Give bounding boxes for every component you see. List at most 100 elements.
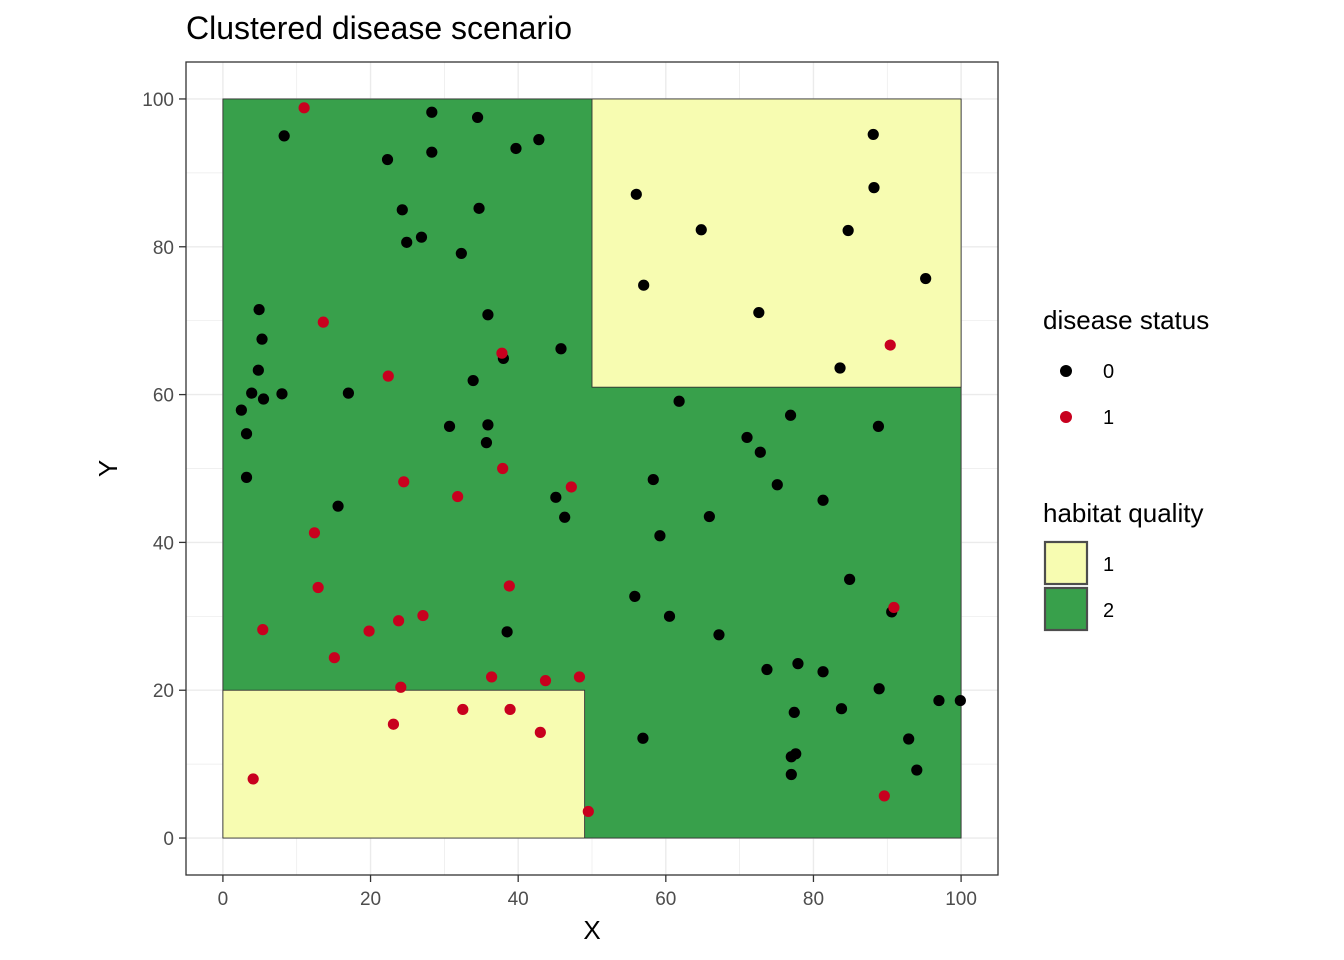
data-point-status-0 xyxy=(753,306,765,319)
data-point-status-0 xyxy=(872,420,885,432)
data-point-status-0 xyxy=(332,500,344,512)
x-tick-label: 60 xyxy=(655,889,676,910)
data-point-status-0 xyxy=(654,530,666,542)
data-point-status-0 xyxy=(834,362,846,374)
data-point-status-0 xyxy=(785,768,797,781)
data-point-status-0 xyxy=(276,388,288,400)
data-point-status-0 xyxy=(790,748,802,760)
data-point-status-0 xyxy=(788,706,800,719)
data-point-status-1 xyxy=(417,609,429,622)
legend-disease-status-key-1 xyxy=(1060,411,1072,423)
data-point-status-1 xyxy=(257,624,269,636)
data-point-status-1 xyxy=(888,601,900,614)
data-point-status-0 xyxy=(401,236,413,248)
legend-habitat-quality-label-1: 1 xyxy=(1103,554,1114,576)
x-axis: 0 20 40 60 80 100 xyxy=(218,875,977,910)
data-point-status-0 xyxy=(695,224,707,236)
data-point-status-0 xyxy=(455,247,467,260)
data-point-status-1 xyxy=(884,339,896,351)
data-point-status-0 xyxy=(741,431,753,444)
x-tick-label: 40 xyxy=(508,889,529,910)
habitat-region-quality-1 xyxy=(591,98,962,388)
data-point-status-0 xyxy=(252,364,264,376)
x-axis-title: X xyxy=(583,915,600,945)
x-tick-label: 100 xyxy=(945,889,977,910)
data-point-status-0 xyxy=(835,703,848,715)
data-point-status-1 xyxy=(539,675,552,687)
data-point-status-0 xyxy=(703,510,715,523)
y-tick-label: 60 xyxy=(153,386,174,407)
data-point-status-1 xyxy=(573,671,586,683)
legend-disease-status: disease status 0 1 xyxy=(1043,305,1209,429)
data-point-status-0 xyxy=(873,683,885,695)
data-point-status-1 xyxy=(565,481,577,493)
data-point-status-0 xyxy=(246,387,258,399)
data-point-status-0 xyxy=(342,387,354,399)
data-point-status-1 xyxy=(363,625,375,637)
data-point-status-0 xyxy=(278,130,290,142)
data-point-status-0 xyxy=(637,732,649,744)
legend-habitat-quality-title: habitat quality xyxy=(1043,498,1203,528)
data-point-status-1 xyxy=(382,370,394,382)
data-point-status-0 xyxy=(954,694,966,707)
data-point-status-0 xyxy=(467,374,479,387)
data-point-status-0 xyxy=(426,146,438,158)
data-point-status-0 xyxy=(235,404,247,416)
legend: disease status 0 1 habitat quality 1 2 xyxy=(1043,305,1209,632)
data-point-status-1 xyxy=(457,703,469,716)
data-point-status-0 xyxy=(550,491,562,503)
data-point-status-1 xyxy=(395,681,407,693)
data-point-status-0 xyxy=(240,428,253,440)
data-point-status-0 xyxy=(911,764,923,776)
data-point-status-0 xyxy=(713,629,725,641)
legend-habitat-quality-key-2 xyxy=(1043,586,1089,632)
plot-panel xyxy=(185,61,999,876)
data-point-status-1 xyxy=(486,671,498,683)
data-point-status-1 xyxy=(328,652,340,664)
legend-habitat-quality-key-1 xyxy=(1043,540,1089,586)
data-point-status-0 xyxy=(471,111,484,124)
data-point-status-0 xyxy=(396,204,408,216)
data-point-status-1 xyxy=(317,316,329,328)
data-points xyxy=(235,102,966,818)
data-point-status-0 xyxy=(256,333,268,345)
data-point-status-0 xyxy=(415,231,428,243)
habitat-regions xyxy=(222,98,962,839)
y-tick-label: 100 xyxy=(142,90,174,111)
data-point-status-1 xyxy=(247,773,259,785)
y-axis: 0 20 40 60 80 100 xyxy=(142,90,186,850)
legend-habitat-quality: habitat quality 1 2 xyxy=(1043,498,1203,632)
data-point-status-0 xyxy=(792,658,804,670)
data-point-status-1 xyxy=(298,102,310,114)
data-point-status-0 xyxy=(480,437,493,449)
data-point-status-0 xyxy=(663,610,676,622)
data-point-status-0 xyxy=(559,511,571,523)
data-point-status-1 xyxy=(312,581,324,594)
data-point-status-0 xyxy=(257,393,270,405)
data-point-status-0 xyxy=(817,494,829,506)
data-point-status-0 xyxy=(443,420,456,432)
x-tick-label: 80 xyxy=(803,889,824,910)
data-point-status-0 xyxy=(867,128,879,141)
data-point-status-1 xyxy=(387,718,400,730)
chart-title: Clustered disease scenario xyxy=(186,10,572,46)
data-point-status-1 xyxy=(534,726,546,738)
data-point-status-0 xyxy=(868,182,880,194)
data-point-status-0 xyxy=(473,202,485,214)
data-point-status-0 xyxy=(630,188,642,200)
y-tick-label: 40 xyxy=(153,533,174,554)
data-point-status-0 xyxy=(842,224,854,237)
data-point-status-1 xyxy=(452,490,464,503)
data-point-status-1 xyxy=(582,805,594,818)
y-axis-title: Y xyxy=(93,460,123,477)
data-point-status-1 xyxy=(497,462,509,475)
data-point-status-1 xyxy=(398,476,410,488)
data-point-status-0 xyxy=(501,626,513,638)
panel-border xyxy=(185,61,999,876)
data-point-status-1 xyxy=(496,347,508,359)
data-point-status-1 xyxy=(878,790,890,802)
data-point-status-0 xyxy=(482,419,494,431)
data-point-status-0 xyxy=(510,142,522,155)
legend-disease-status-label-1: 1 xyxy=(1103,407,1114,429)
